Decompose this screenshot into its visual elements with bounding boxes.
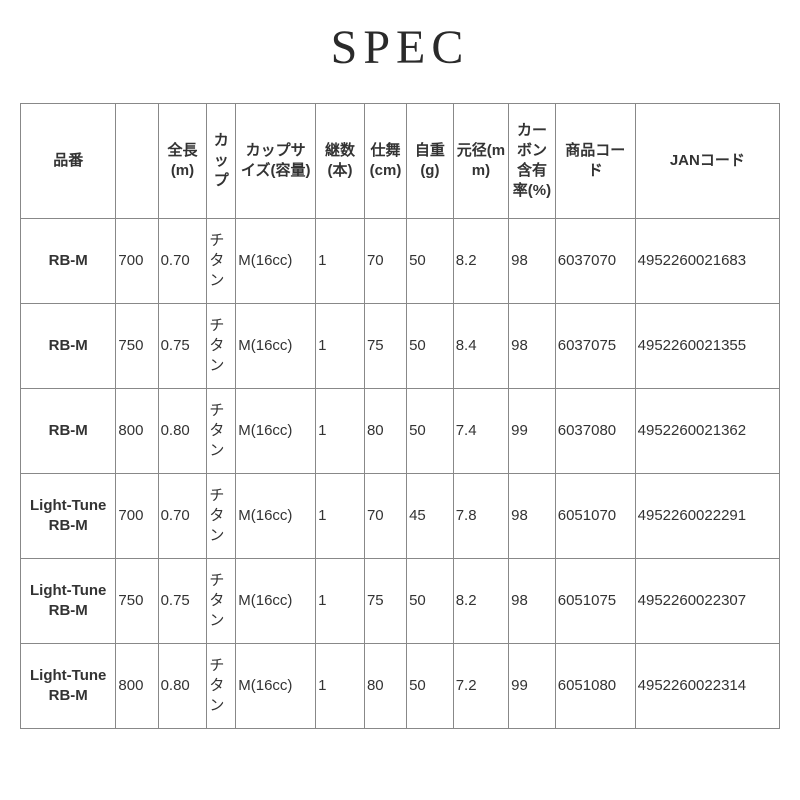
col-header: 仕舞(cm) — [364, 104, 406, 219]
table-header-row: 品番 全長(m) カップ カップサイズ(容量) 継数(本) 仕舞(cm) 自重(… — [21, 104, 780, 219]
col-header — [116, 104, 158, 219]
spec-table: 品番 全長(m) カップ カップサイズ(容量) 継数(本) 仕舞(cm) 自重(… — [20, 103, 780, 729]
table-cell: 8.2 — [453, 559, 508, 644]
table-cell: 6051075 — [555, 559, 635, 644]
table-cell: 0.80 — [158, 644, 207, 729]
table-cell: 50 — [407, 389, 454, 474]
table-cell: 700 — [116, 474, 158, 559]
table-cell: 0.80 — [158, 389, 207, 474]
table-cell: M(16cc) — [236, 219, 316, 304]
col-header: カップサイズ(容量) — [236, 104, 316, 219]
table-cell: 700 — [116, 219, 158, 304]
table-cell: 75 — [364, 304, 406, 389]
table-cell: 4952260021683 — [635, 219, 779, 304]
table-cell: 4952260022307 — [635, 559, 779, 644]
table-cell: Light-Tune RB-M — [21, 474, 116, 559]
table-cell: 1 — [316, 644, 365, 729]
table-cell: 4952260021362 — [635, 389, 779, 474]
table-cell: 1 — [316, 559, 365, 644]
col-header: 商品コード — [555, 104, 635, 219]
table-cell: チタン — [207, 474, 236, 559]
table-cell: 6037070 — [555, 219, 635, 304]
table-cell: 8.4 — [453, 304, 508, 389]
table-cell: 50 — [407, 304, 454, 389]
table-cell: M(16cc) — [236, 474, 316, 559]
table-cell: 6051070 — [555, 474, 635, 559]
table-cell: 4952260022314 — [635, 644, 779, 729]
table-cell: 1 — [316, 389, 365, 474]
table-cell: 50 — [407, 644, 454, 729]
table-cell: Light-Tune RB-M — [21, 559, 116, 644]
table-cell: RB-M — [21, 304, 116, 389]
table-cell: 98 — [509, 474, 556, 559]
table-cell: 0.75 — [158, 304, 207, 389]
table-cell: チタン — [207, 304, 236, 389]
table-body: RB-M7000.70チタンM(16cc)170508.298603707049… — [21, 219, 780, 729]
col-header: 継数(本) — [316, 104, 365, 219]
col-header: カップ — [207, 104, 236, 219]
table-cell: RB-M — [21, 389, 116, 474]
table-cell: M(16cc) — [236, 559, 316, 644]
table-cell: 98 — [509, 304, 556, 389]
table-row: Light-Tune RB-M7000.70チタンM(16cc)170457.8… — [21, 474, 780, 559]
table-row: Light-Tune RB-M7500.75チタンM(16cc)175508.2… — [21, 559, 780, 644]
table-cell: 1 — [316, 474, 365, 559]
table-cell: チタン — [207, 559, 236, 644]
table-row: RB-M7500.75チタンM(16cc)175508.498603707549… — [21, 304, 780, 389]
table-cell: 1 — [316, 304, 365, 389]
table-cell: 8.2 — [453, 219, 508, 304]
table-cell: 0.70 — [158, 474, 207, 559]
page-title: SPEC — [20, 20, 780, 75]
col-header: 品番 — [21, 104, 116, 219]
table-cell: 7.2 — [453, 644, 508, 729]
col-header: 元径(mm) — [453, 104, 508, 219]
table-cell: 6051080 — [555, 644, 635, 729]
table-row: RB-M7000.70チタンM(16cc)170508.298603707049… — [21, 219, 780, 304]
table-cell: 0.70 — [158, 219, 207, 304]
table-cell: RB-M — [21, 219, 116, 304]
table-cell: 1 — [316, 219, 365, 304]
table-cell: 80 — [364, 389, 406, 474]
table-cell: 70 — [364, 219, 406, 304]
table-cell: 7.4 — [453, 389, 508, 474]
table-cell: チタン — [207, 644, 236, 729]
table-cell: 750 — [116, 304, 158, 389]
table-cell: 4952260022291 — [635, 474, 779, 559]
col-header: JANコード — [635, 104, 779, 219]
table-cell: 98 — [509, 219, 556, 304]
table-cell: 99 — [509, 389, 556, 474]
table-cell: 50 — [407, 219, 454, 304]
table-cell: 80 — [364, 644, 406, 729]
table-cell: 6037075 — [555, 304, 635, 389]
table-cell: 6037080 — [555, 389, 635, 474]
table-cell: 800 — [116, 389, 158, 474]
table-cell: 75 — [364, 559, 406, 644]
table-cell: チタン — [207, 219, 236, 304]
table-cell: 4952260021355 — [635, 304, 779, 389]
table-cell: 0.75 — [158, 559, 207, 644]
table-cell: 750 — [116, 559, 158, 644]
table-cell: 70 — [364, 474, 406, 559]
col-header: 全長(m) — [158, 104, 207, 219]
table-cell: Light-Tune RB-M — [21, 644, 116, 729]
table-cell: チタン — [207, 389, 236, 474]
table-cell: 99 — [509, 644, 556, 729]
col-header: 自重(g) — [407, 104, 454, 219]
table-cell: 98 — [509, 559, 556, 644]
table-cell: 45 — [407, 474, 454, 559]
table-cell: M(16cc) — [236, 644, 316, 729]
table-row: RB-M8000.80チタンM(16cc)180507.499603708049… — [21, 389, 780, 474]
table-cell: 7.8 — [453, 474, 508, 559]
table-cell: M(16cc) — [236, 389, 316, 474]
col-header: カーボン含有率(%) — [509, 104, 556, 219]
table-row: Light-Tune RB-M8000.80チタンM(16cc)180507.2… — [21, 644, 780, 729]
table-cell: 50 — [407, 559, 454, 644]
table-cell: 800 — [116, 644, 158, 729]
table-cell: M(16cc) — [236, 304, 316, 389]
